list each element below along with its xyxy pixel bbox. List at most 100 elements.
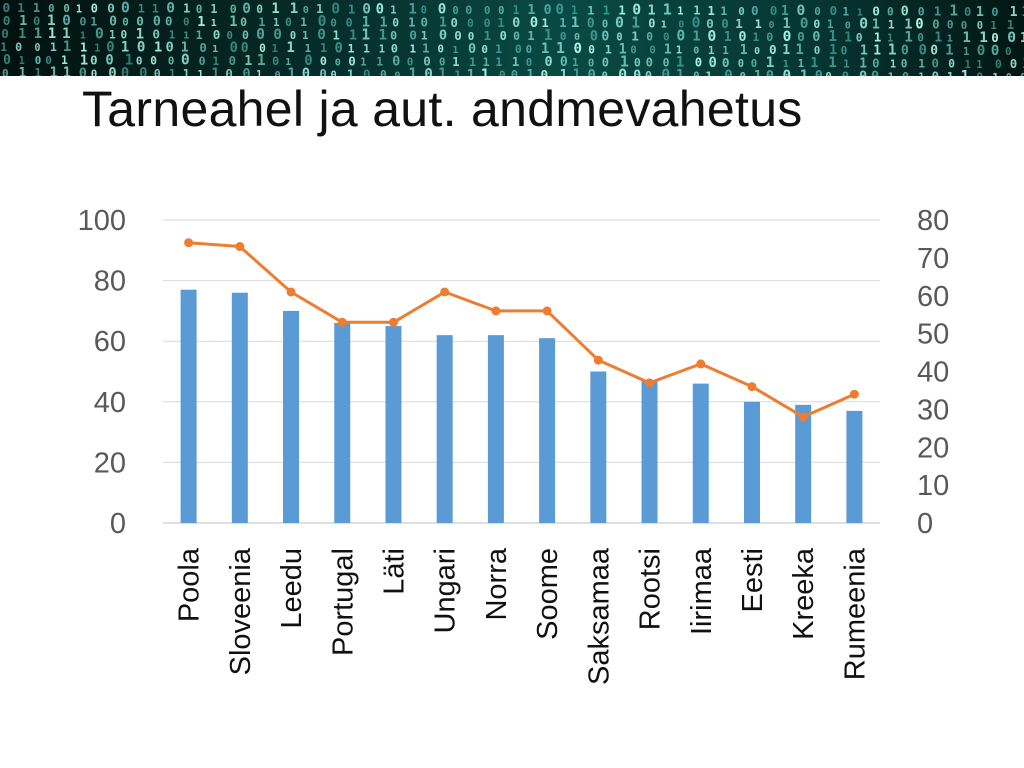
svg-text:1: 1 [766,54,775,71]
category-label: Poola [174,547,206,622]
svg-text:0: 0 [79,65,87,76]
svg-text:0: 0 [272,54,279,68]
svg-text:1: 1 [949,3,958,20]
svg-text:0: 0 [453,5,459,17]
category-label: Soome [532,548,564,640]
svg-text:0: 0 [630,45,636,57]
svg-text:0: 0 [330,16,336,29]
svg-text:0: 0 [317,26,326,43]
svg-text:0: 0 [199,41,206,55]
svg-text:1: 1 [483,55,490,69]
line-point-iirimaa [696,359,706,369]
svg-text:0: 0 [154,67,161,76]
svg-text:0: 0 [800,16,809,32]
svg-text:1: 1 [544,27,553,44]
svg-text:1: 1 [316,2,323,16]
svg-text:0: 0 [902,70,909,77]
svg-text:1: 1 [125,53,134,69]
svg-text:0: 0 [769,20,775,31]
svg-text:1: 1 [300,16,307,29]
svg-text:0: 0 [168,55,174,68]
svg-text:1: 1 [676,55,685,71]
right-axis-ticks: 0 10 20 30 40 50 60 70 80 [917,205,949,540]
svg-text:1: 1 [272,42,279,55]
svg-text:0: 0 [812,30,820,45]
bar-kreeka [795,404,812,523]
svg-text:0: 0 [199,54,206,68]
svg-text:0: 0 [285,16,292,29]
svg-text:0: 0 [541,67,549,76]
svg-text:0: 0 [183,17,189,29]
svg-text:1: 1 [302,30,308,42]
svg-text:1: 1 [800,68,809,76]
svg-text:0: 0 [649,45,655,57]
svg-text:1: 1 [618,2,626,17]
svg-text:1: 1 [573,67,581,76]
svg-text:0: 0 [977,42,986,59]
svg-text:0: 0 [590,28,598,44]
svg-text:0: 0 [242,28,249,42]
svg-text:0: 0 [335,40,343,56]
svg-text:1: 1 [257,52,266,69]
svg-text:0: 0 [45,54,52,67]
svg-text:0: 0 [515,42,522,56]
svg-text:0: 0 [105,52,113,68]
svg-text:0: 0 [91,67,98,76]
svg-text:1: 1 [693,4,700,18]
svg-text:0: 0 [915,17,923,33]
svg-text:0: 0 [707,27,716,45]
svg-text:0: 0 [121,0,130,17]
svg-text:0: 0 [738,5,745,18]
svg-text:1: 1 [560,68,568,76]
svg-text:1: 1 [587,3,594,17]
svg-text:1: 1 [210,2,217,16]
svg-text:1: 1 [347,66,355,76]
svg-text:0: 0 [633,69,641,77]
svg-text:1: 1 [795,42,803,58]
svg-text:1: 1 [497,15,505,30]
svg-text:1: 1 [348,2,355,16]
svg-text:0: 0 [693,71,699,76]
svg-text:0: 0 [797,29,805,44]
svg-text:1: 1 [212,44,218,55]
svg-text:0: 0 [919,43,928,59]
svg-text:1: 1 [559,16,566,30]
svg-text:1: 1 [19,13,27,29]
svg-text:0: 0 [153,15,161,30]
bar-soome [539,338,556,523]
bar-portugal [334,323,351,523]
svg-text:0: 0 [724,68,733,76]
svg-text:1: 1 [50,40,57,54]
line-point-rumeenia [849,389,859,399]
svg-text:1: 1 [94,43,100,54]
svg-text:0: 0 [438,43,444,56]
svg-text:0: 0 [409,29,417,44]
svg-text:1: 1 [965,59,971,71]
svg-text:0: 0 [751,57,757,70]
svg-text:1: 1 [976,4,984,20]
svg-text:1: 1 [918,72,924,76]
svg-text:1: 1 [183,2,190,16]
left-tick-label: 60 [94,326,126,358]
svg-text:0: 0 [79,14,86,28]
svg-text:1: 1 [390,4,397,17]
gridlines [163,219,880,524]
svg-text:1: 1 [828,28,837,45]
right-tick-label: 40 [917,357,949,389]
line-point-läti [388,317,398,327]
svg-text:1: 1 [63,65,71,76]
category-label: Kreeka [788,547,820,640]
svg-text:0: 0 [663,57,670,70]
line-point-saksamaa [593,355,603,365]
category-label: Eesti [737,548,769,612]
svg-text:1: 1 [211,66,219,76]
svg-text:0: 0 [815,68,823,76]
svg-text:1: 1 [1007,17,1015,32]
svg-text:0: 0 [634,56,641,70]
svg-text:0: 0 [991,5,998,19]
left-tick-label: 100 [78,205,126,237]
category-label: Saksamaa [583,547,615,685]
category-label: Iirimaa [686,547,718,635]
svg-text:0: 0 [243,67,251,76]
line-path [188,241,856,419]
